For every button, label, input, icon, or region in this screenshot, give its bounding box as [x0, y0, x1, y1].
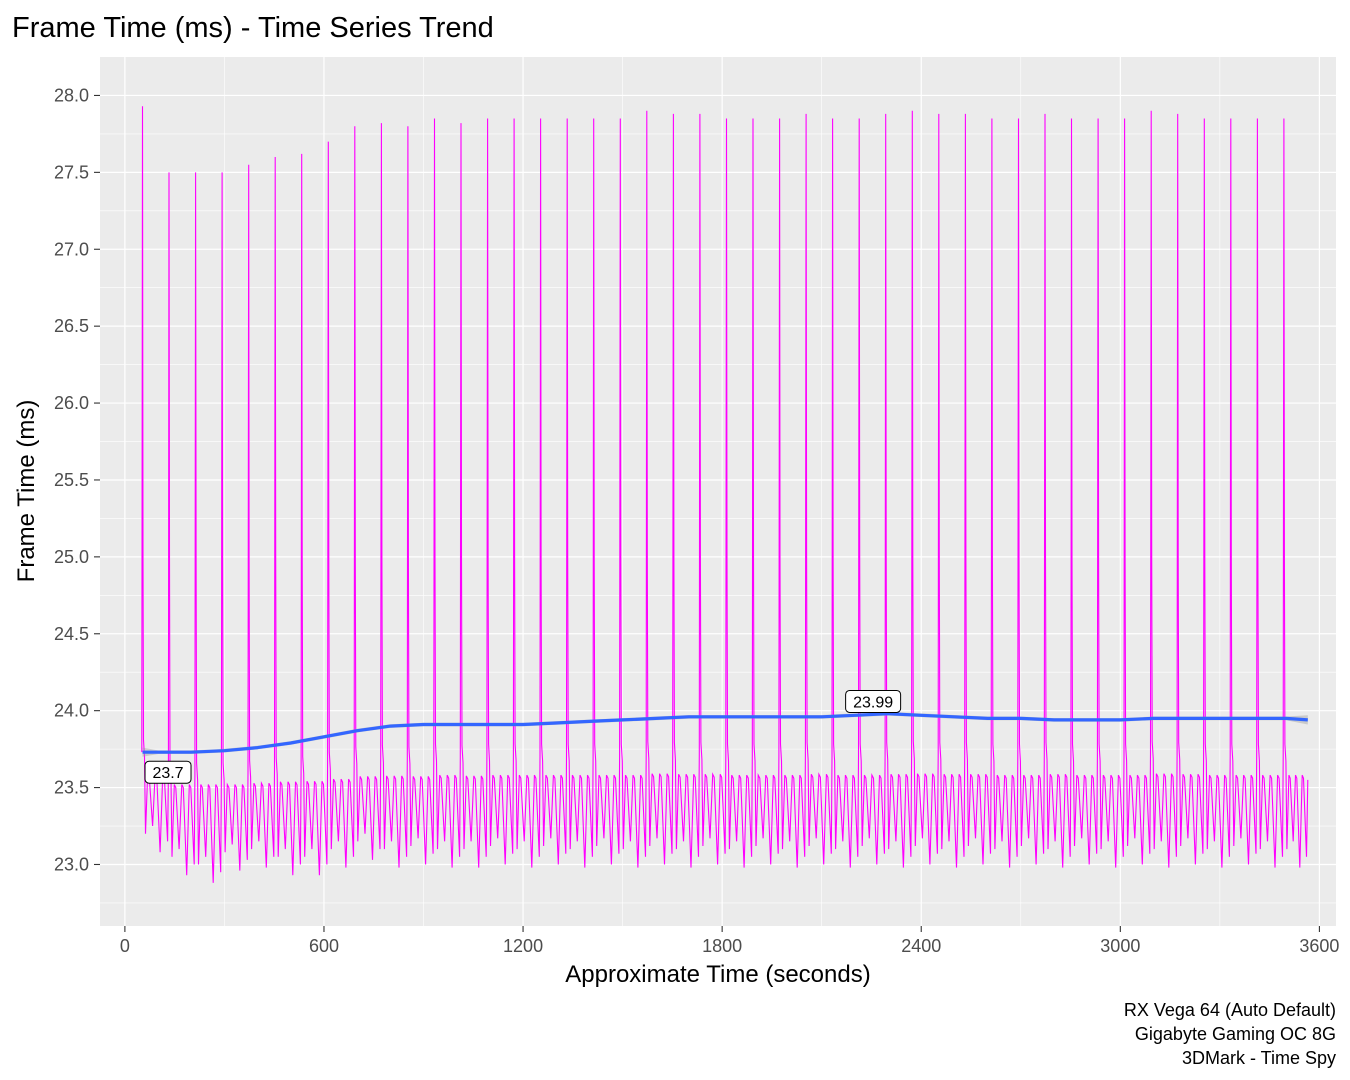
y-tick-label: 24.5 — [54, 624, 89, 644]
x-tick-label: 2400 — [901, 936, 941, 956]
y-tick-label: 25.0 — [54, 547, 89, 567]
x-tick-label: 600 — [309, 936, 339, 956]
y-tick-label: 26.5 — [54, 316, 89, 336]
trend-line — [142, 712, 1308, 754]
chart-title: Frame Time (ms) - Time Series Trend — [12, 12, 494, 44]
x-tick-label: 1200 — [503, 936, 543, 956]
y-tick-label: 24.0 — [54, 701, 89, 721]
caption-line-1: RX Vega 64 (Auto Default) — [1124, 1000, 1336, 1020]
x-tick-label: 1800 — [702, 936, 742, 956]
annotation-label: 23.7 — [152, 765, 183, 782]
x-axis: 0 600 1200 1800 2400 3000 3600 — [120, 926, 1339, 956]
y-axis: 23.0 23.5 24.0 24.5 25.0 25.5 26.0 26.5 27.0 27.5… — [54, 85, 100, 874]
series-layer — [141, 106, 1309, 883]
annotation-box — [845, 689, 902, 713]
frame-time-line — [141, 106, 1309, 883]
x-axis-title: Approximate Time (seconds) — [565, 961, 870, 988]
y-axis-title: Frame Time (ms) — [13, 400, 40, 583]
x-tick-label: 3000 — [1100, 936, 1140, 956]
y-tick-label: 23.0 — [54, 854, 89, 874]
annotations: 23.7 23.99 — [144, 689, 902, 784]
caption-line-2: Gigabyte Gaming OC 8G — [1135, 1024, 1336, 1044]
y-tick-label: 28.0 — [54, 85, 89, 105]
y-tick-label: 27.0 — [54, 239, 89, 259]
x-tick-label: 0 — [120, 936, 130, 956]
y-tick-label: 26.0 — [54, 393, 89, 413]
caption-line-3: 3DMark - Time Spy — [1182, 1048, 1336, 1068]
annotation-label: 23.99 — [853, 694, 893, 711]
y-tick-label: 25.5 — [54, 470, 89, 490]
annotation-box — [144, 760, 192, 784]
y-tick-label: 27.5 — [54, 162, 89, 182]
x-tick-label: 3600 — [1299, 936, 1339, 956]
y-tick-label: 23.5 — [54, 778, 89, 798]
